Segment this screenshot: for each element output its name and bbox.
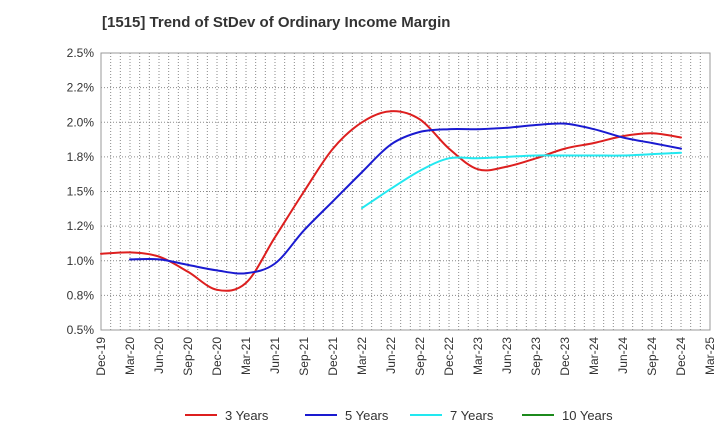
x-tick-label: Sep-23	[529, 337, 543, 376]
y-tick-label: 0.8%	[67, 288, 95, 302]
x-tick-label: Mar-20	[123, 337, 137, 375]
x-tick-label: Mar-23	[471, 337, 485, 375]
x-tick-label: Jun-20	[152, 337, 166, 374]
x-tick-label: Dec-22	[442, 337, 456, 376]
x-tick-label: Mar-25	[703, 337, 717, 375]
x-tick-label: Jun-22	[384, 337, 398, 374]
x-tick-label: Dec-19	[94, 337, 108, 376]
series-line-7-years	[361, 151, 682, 210]
x-tick-label: Dec-24	[674, 337, 688, 376]
legend-label-7-years: 7 Years	[450, 408, 494, 423]
x-tick-label: Jun-21	[268, 337, 282, 374]
y-tick-label: 0.5%	[67, 323, 95, 337]
chart-title: [1515] Trend of StDev of Ordinary Income…	[102, 14, 451, 31]
x-tick-label: Sep-22	[413, 337, 427, 376]
legend-label-10-years: 10 Years	[562, 408, 613, 423]
x-tick-label: Jun-24	[616, 337, 630, 374]
y-tick-label: 1.0%	[67, 254, 95, 268]
x-tick-label: Mar-24	[587, 337, 601, 375]
x-tick-label: Mar-21	[239, 337, 253, 375]
y-tick-label: 1.8%	[67, 150, 95, 164]
plot-border	[100, 52, 711, 331]
x-tick-label: Mar-22	[355, 337, 369, 375]
y-tick-label: 2.5%	[67, 46, 95, 60]
y-tick-label: 1.5%	[67, 185, 95, 199]
x-tick-label: Sep-24	[645, 337, 659, 376]
series-line-5-years	[129, 122, 682, 275]
y-tick-label: 2.2%	[67, 81, 95, 95]
x-tick-label: Dec-20	[210, 337, 224, 376]
x-tick-label: Dec-23	[558, 337, 572, 376]
x-tick-label: Sep-21	[297, 337, 311, 376]
legend-label-3-years: 3 Years	[225, 408, 269, 423]
y-tick-label: 2.0%	[67, 115, 95, 129]
legend-label-5-years: 5 Years	[345, 408, 389, 423]
y-tick-label: 1.2%	[67, 219, 95, 233]
x-tick-label: Dec-21	[326, 337, 340, 376]
series-line-3-years	[100, 110, 682, 292]
plot-area	[101, 53, 710, 330]
x-tick-label: Jun-23	[500, 337, 514, 374]
x-tick-label: Sep-20	[181, 337, 195, 376]
